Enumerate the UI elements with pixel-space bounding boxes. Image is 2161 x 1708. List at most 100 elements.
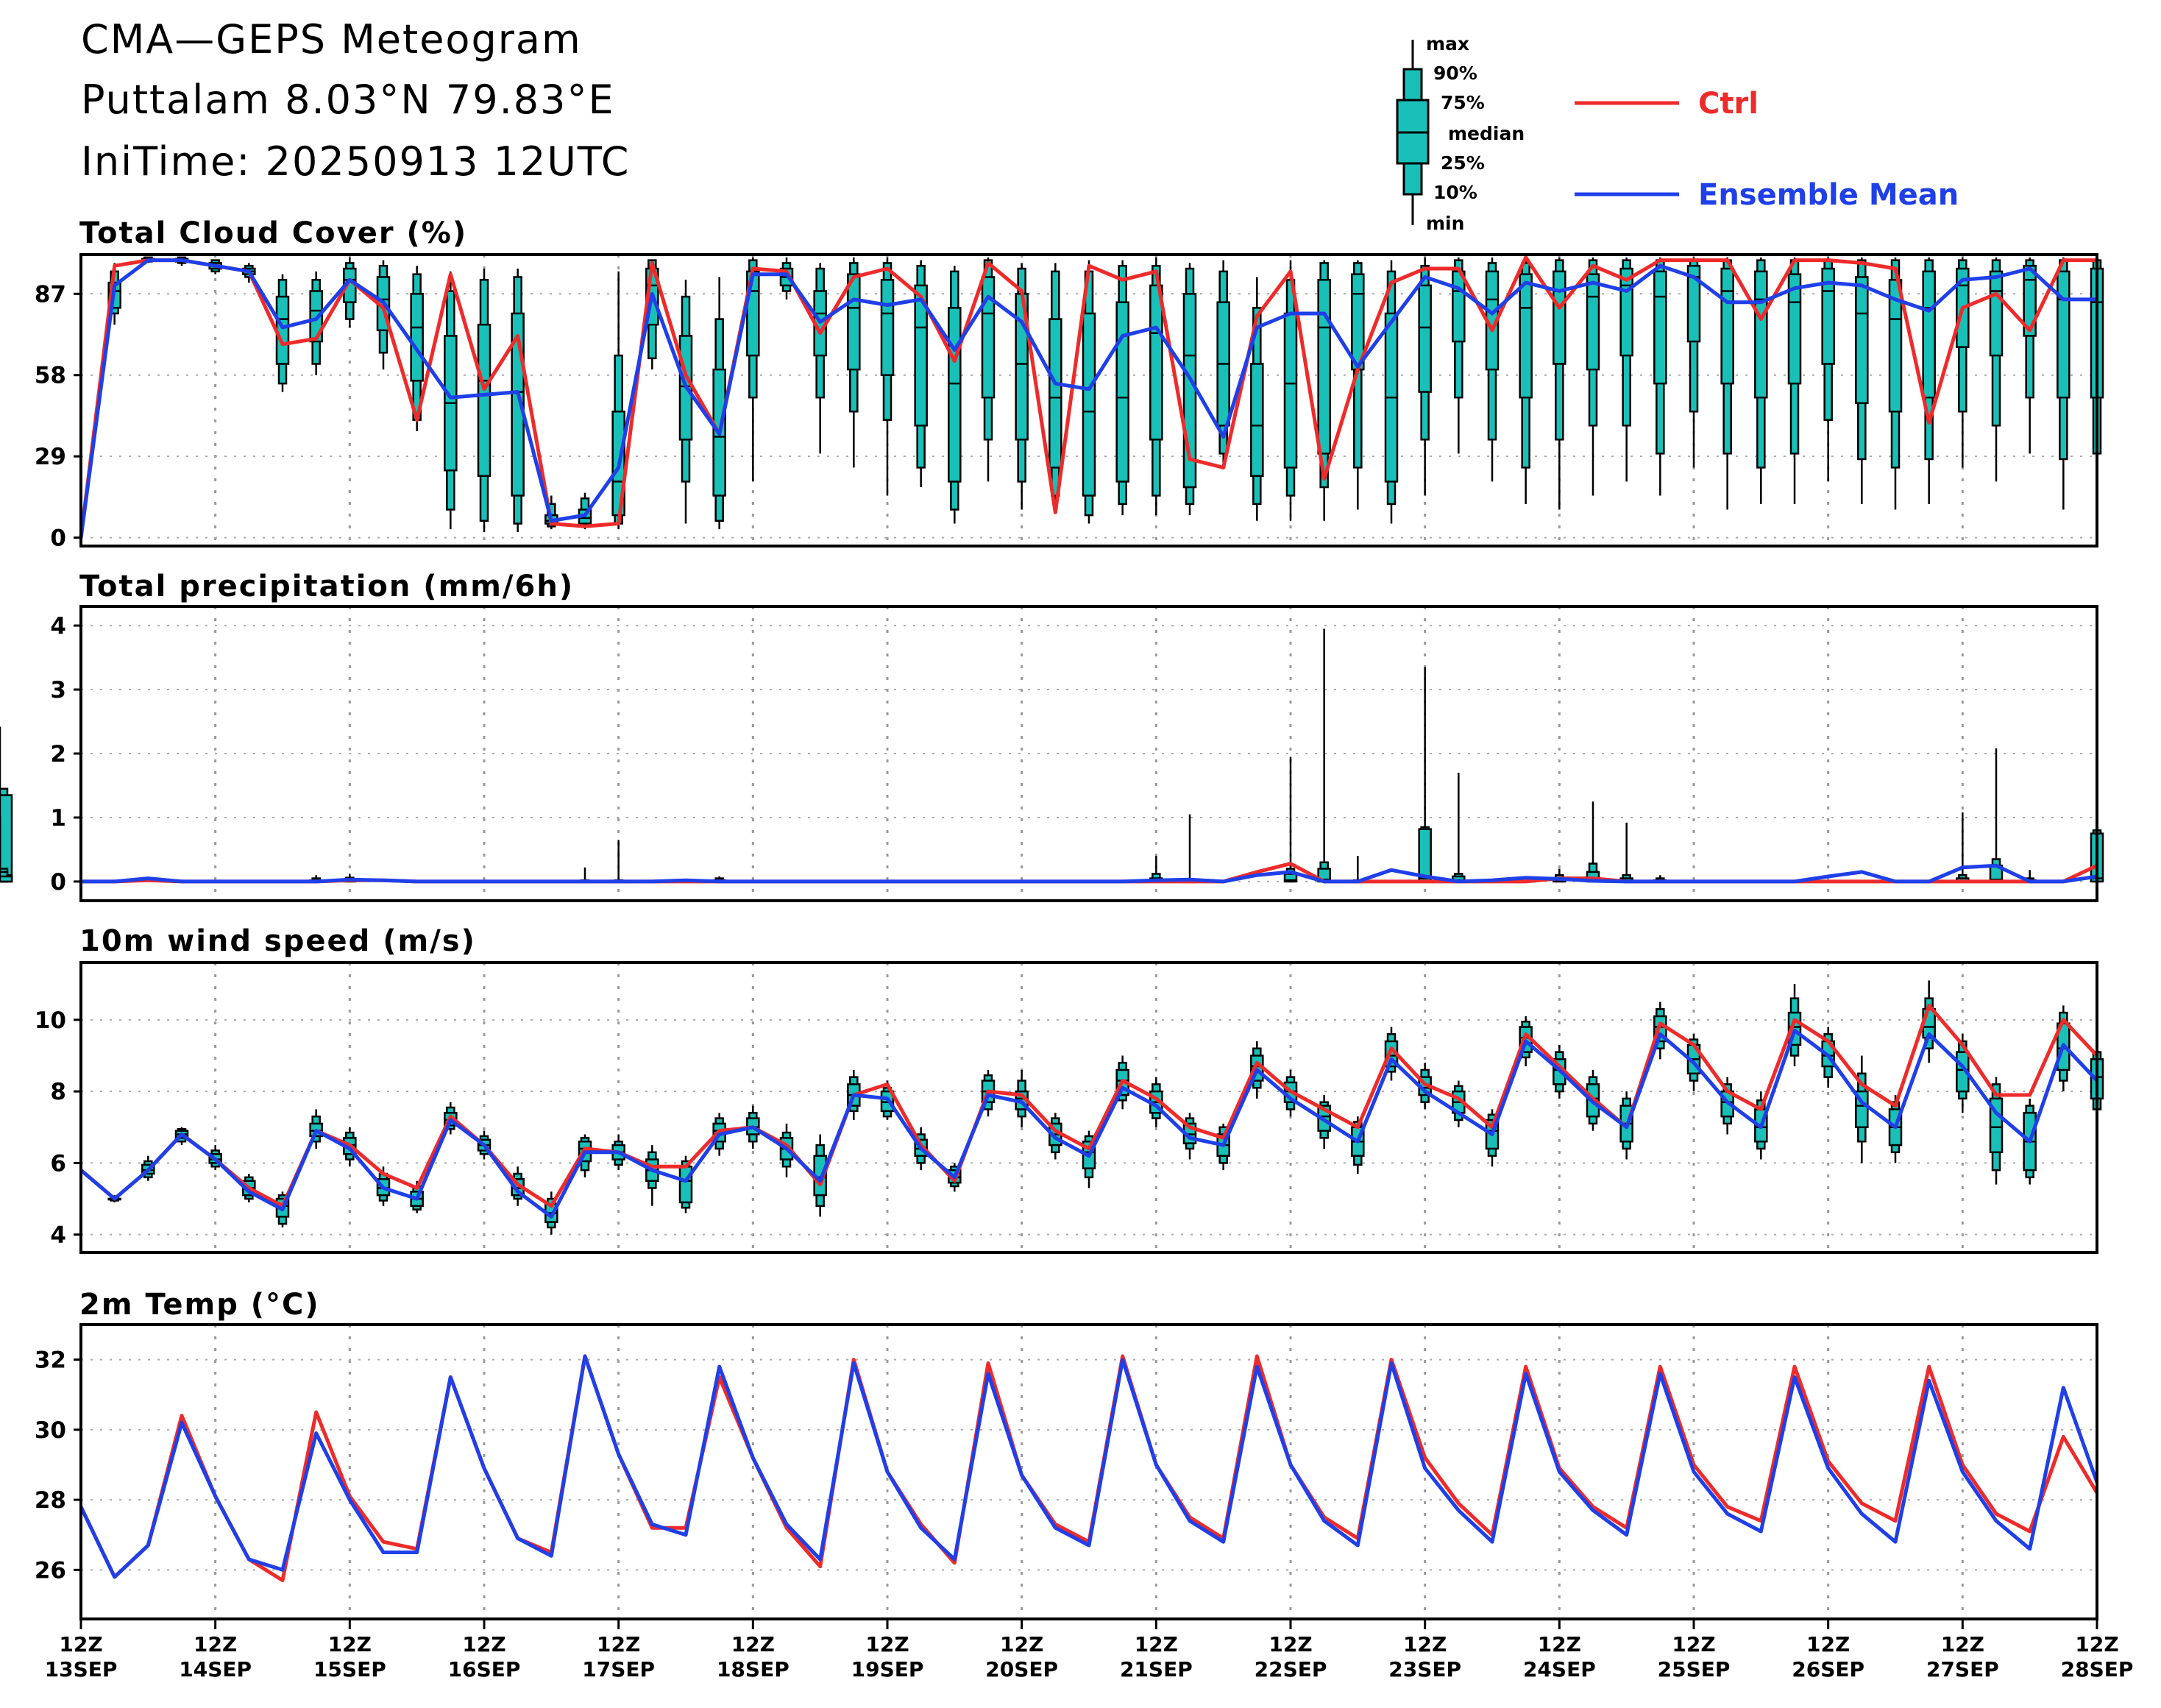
wind-panel-title: 10m wind speed (m/s) <box>79 924 476 958</box>
x-tick-hour-label: 12Z <box>731 1632 775 1656</box>
x-tick-date-label: 13SEP <box>45 1657 118 1682</box>
boxplot-key: max 90% 75% median 25% 10% min <box>1396 33 1525 234</box>
inner-box <box>1989 1097 2004 1154</box>
inner-box <box>1821 267 1835 365</box>
box-whisker <box>1586 801 1600 883</box>
box-whisker <box>1485 257 1500 482</box>
init-time-label: IniTime: 20250913 12UTC <box>81 138 631 185</box>
inner-box <box>1452 270 1466 343</box>
y-tick-label: 26 <box>35 1557 66 1584</box>
ensemble-mean-series-line <box>81 863 2098 884</box>
box-whisker <box>1149 856 1163 883</box>
box-whisker <box>813 263 827 454</box>
box-whisker <box>1653 257 1667 496</box>
x-tick-date-label: 27SEP <box>1926 1657 1999 1682</box>
inner-box <box>1653 270 1667 385</box>
y-tick-label: 0 <box>50 869 66 896</box>
box-whisker <box>880 257 895 496</box>
ctrl-series-line <box>79 1003 2098 1208</box>
box-whisker <box>847 257 861 468</box>
ensemble-mean-series-line <box>79 258 2097 538</box>
box-whisker <box>1720 257 1734 510</box>
y-tick-label: 87 <box>35 281 66 308</box>
x-tick-hour-label: 12Z <box>1135 1632 1178 1656</box>
box-whisker <box>477 269 492 532</box>
box-whisker <box>511 269 525 532</box>
y-tick-label: 1 <box>50 805 66 832</box>
x-tick-hour-label: 12Z <box>1000 1632 1043 1656</box>
key-label-median: median <box>1448 123 1525 144</box>
key-label-max: max <box>1426 33 1469 54</box>
key-label-p10: 10% <box>1433 182 1477 203</box>
box-whisker <box>309 271 323 375</box>
inner-box <box>1586 273 1600 371</box>
x-tick-hour-label: 12Z <box>2075 1632 2118 1656</box>
inner-box <box>275 295 290 365</box>
x-tick-hour-label: 12Z <box>1403 1632 1447 1656</box>
inner-box <box>1519 273 1533 399</box>
x-tick-date-label: 14SEP <box>179 1657 252 1682</box>
box-whisker <box>0 726 13 883</box>
y-tick-label: 29 <box>35 444 66 470</box>
box-whisker <box>712 277 726 530</box>
inner-box <box>1989 270 2004 357</box>
inner-box <box>477 323 492 478</box>
ensemble-mean-series-line <box>79 1354 2099 1579</box>
x-tick-date-label: 19SEP <box>851 1657 924 1682</box>
box-whisker <box>1418 257 1432 496</box>
box-whisker <box>1182 814 1197 884</box>
box-whisker <box>1283 260 1298 521</box>
key-label-p75: 75% <box>1441 92 1485 113</box>
inner-box <box>0 875 13 883</box>
box-whisker <box>678 280 693 524</box>
x-tick-hour-label: 12Z <box>1672 1632 1715 1656</box>
y-tick-label: 4 <box>50 613 66 639</box>
x-tick-date-label: 20SEP <box>985 1657 1058 1682</box>
legend-mean-label: Ensemble Mean <box>1698 178 1959 212</box>
inner-box <box>981 276 996 399</box>
inner-box <box>847 273 861 371</box>
y-tick-label: 4 <box>50 1222 66 1249</box>
y-tick-label: 2 <box>50 741 66 768</box>
box-whisker <box>645 1145 659 1206</box>
x-tick-date-label: 28SEP <box>2061 1657 2134 1682</box>
box-whisker <box>1686 257 1701 468</box>
inner-box <box>678 1166 693 1204</box>
ensemble-mean-series-line <box>79 1028 2098 1219</box>
plot-frame <box>79 605 2098 902</box>
inner-box <box>948 307 962 483</box>
box-whisker <box>1754 257 1768 504</box>
key-label-min: min <box>1426 213 1464 234</box>
box-whisker <box>1888 257 1903 510</box>
x-tick-date-label: 25SEP <box>1658 1657 1731 1682</box>
plot-frame <box>79 253 2098 548</box>
inner-box <box>0 794 13 882</box>
box-whisker <box>1115 260 1129 516</box>
plot-frame <box>79 961 2098 1254</box>
box-whisker <box>0 816 13 883</box>
inner-box <box>1149 284 1163 441</box>
box-whisker <box>1586 257 1600 496</box>
box-whisker <box>1787 984 1802 1067</box>
box-whisker <box>1317 260 1331 521</box>
box-whisker <box>343 257 357 327</box>
x-tick-hour-label: 12Z <box>1268 1632 1312 1656</box>
key-label-p25: 25% <box>1441 152 1485 174</box>
x-tick-date-label: 22SEP <box>1255 1657 1327 1682</box>
x-tick-date-label: 16SEP <box>448 1657 521 1682</box>
x-tick-date-label: 18SEP <box>717 1657 789 1682</box>
x-tick-hour-label: 12Z <box>1941 1632 1984 1656</box>
box-whisker <box>1452 773 1466 883</box>
plot-frame <box>79 1323 2098 1620</box>
box-whisker <box>1956 257 1970 468</box>
precip-panel-title: Total precipitation (mm/6h) <box>79 570 575 603</box>
box-whisker <box>1619 822 1633 883</box>
y-tick-label: 3 <box>50 677 66 704</box>
x-tick-hour-label: 12Z <box>865 1632 909 1656</box>
box-whisker <box>1989 748 2004 883</box>
x-tick-date-label: 23SEP <box>1388 1657 1461 1682</box>
box-whisker <box>1922 257 1936 504</box>
legend: Ctrl Ensemble Mean <box>1575 87 1959 212</box>
box-whisker <box>1821 257 1835 482</box>
